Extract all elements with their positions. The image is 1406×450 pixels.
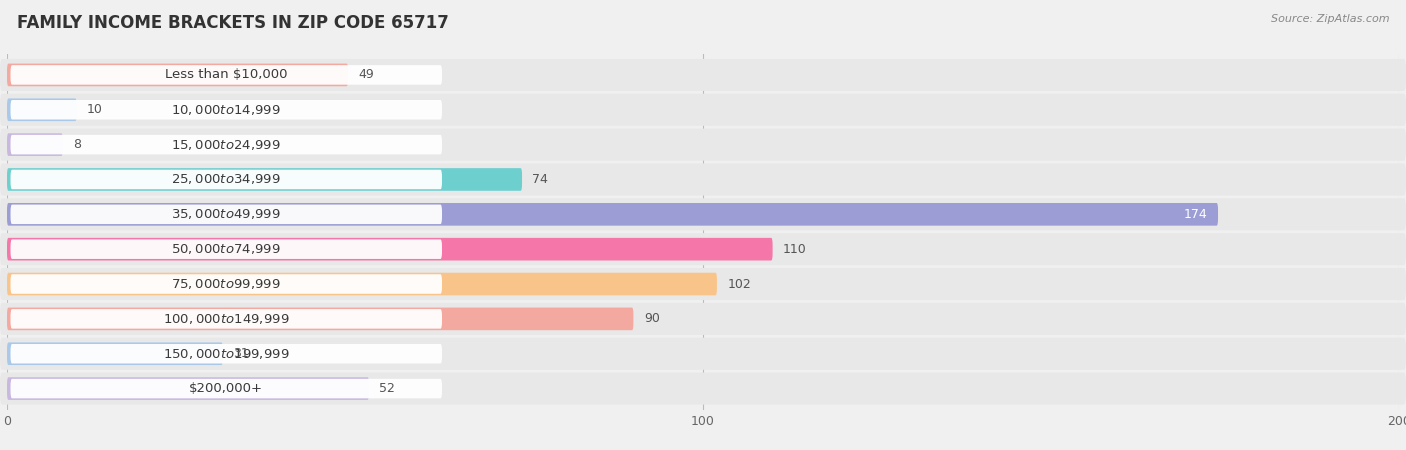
- Text: 110: 110: [783, 243, 807, 256]
- FancyBboxPatch shape: [10, 170, 441, 189]
- FancyBboxPatch shape: [0, 303, 1406, 335]
- Text: $75,000 to $99,999: $75,000 to $99,999: [172, 277, 281, 291]
- FancyBboxPatch shape: [10, 379, 441, 398]
- FancyBboxPatch shape: [7, 63, 349, 86]
- Text: $200,000+: $200,000+: [190, 382, 263, 395]
- FancyBboxPatch shape: [7, 203, 1218, 225]
- FancyBboxPatch shape: [10, 135, 441, 154]
- FancyBboxPatch shape: [7, 273, 717, 295]
- FancyBboxPatch shape: [10, 344, 441, 364]
- FancyBboxPatch shape: [10, 309, 441, 328]
- FancyBboxPatch shape: [10, 205, 441, 224]
- FancyBboxPatch shape: [7, 342, 222, 365]
- Text: $15,000 to $24,999: $15,000 to $24,999: [172, 138, 281, 152]
- Text: 102: 102: [727, 278, 751, 291]
- Text: $150,000 to $199,999: $150,000 to $199,999: [163, 347, 290, 361]
- Text: Source: ZipAtlas.com: Source: ZipAtlas.com: [1271, 14, 1389, 23]
- FancyBboxPatch shape: [0, 268, 1406, 300]
- Text: $10,000 to $14,999: $10,000 to $14,999: [172, 103, 281, 117]
- FancyBboxPatch shape: [0, 198, 1406, 230]
- Text: $35,000 to $49,999: $35,000 to $49,999: [172, 207, 281, 221]
- FancyBboxPatch shape: [10, 239, 441, 259]
- FancyBboxPatch shape: [0, 59, 1406, 91]
- Text: 52: 52: [380, 382, 395, 395]
- Text: 10: 10: [87, 103, 103, 116]
- FancyBboxPatch shape: [0, 94, 1406, 126]
- FancyBboxPatch shape: [0, 163, 1406, 195]
- Text: 49: 49: [359, 68, 374, 81]
- FancyBboxPatch shape: [0, 233, 1406, 265]
- Text: 90: 90: [644, 312, 659, 325]
- FancyBboxPatch shape: [7, 377, 368, 400]
- Text: Less than $10,000: Less than $10,000: [165, 68, 287, 81]
- FancyBboxPatch shape: [0, 338, 1406, 370]
- Text: $50,000 to $74,999: $50,000 to $74,999: [172, 242, 281, 256]
- FancyBboxPatch shape: [10, 274, 441, 294]
- Text: 31: 31: [233, 347, 249, 360]
- FancyBboxPatch shape: [7, 99, 77, 121]
- FancyBboxPatch shape: [7, 133, 63, 156]
- FancyBboxPatch shape: [10, 100, 441, 120]
- Text: 174: 174: [1184, 208, 1208, 221]
- FancyBboxPatch shape: [0, 129, 1406, 161]
- FancyBboxPatch shape: [10, 65, 441, 85]
- FancyBboxPatch shape: [7, 238, 773, 261]
- Text: $100,000 to $149,999: $100,000 to $149,999: [163, 312, 290, 326]
- Text: 8: 8: [73, 138, 82, 151]
- Text: 74: 74: [533, 173, 548, 186]
- FancyBboxPatch shape: [7, 307, 633, 330]
- FancyBboxPatch shape: [0, 373, 1406, 405]
- Text: $25,000 to $34,999: $25,000 to $34,999: [172, 172, 281, 186]
- Text: FAMILY INCOME BRACKETS IN ZIP CODE 65717: FAMILY INCOME BRACKETS IN ZIP CODE 65717: [17, 14, 449, 32]
- FancyBboxPatch shape: [7, 168, 522, 191]
